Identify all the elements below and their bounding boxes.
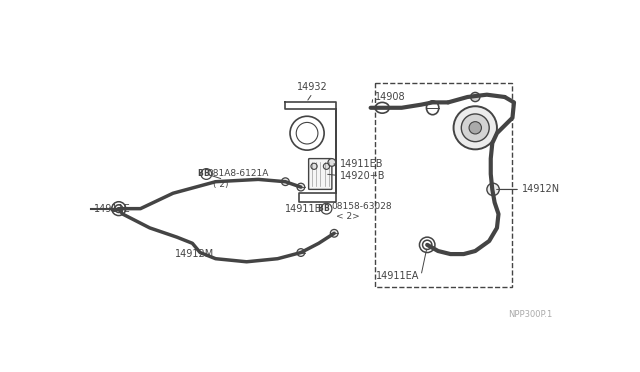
- Text: B: B: [324, 204, 330, 213]
- Circle shape: [470, 92, 480, 102]
- Text: 14911EB: 14911EB: [340, 159, 383, 169]
- Text: 14911EA: 14911EA: [376, 271, 419, 280]
- Text: 081A8-6121A: 081A8-6121A: [208, 170, 269, 179]
- Text: 08158-63028: 08158-63028: [332, 202, 392, 211]
- Text: 14911E: 14911E: [94, 203, 131, 214]
- Text: 14908: 14908: [374, 92, 405, 102]
- Circle shape: [469, 122, 481, 134]
- Text: 14920+B: 14920+B: [340, 170, 385, 180]
- Circle shape: [311, 163, 317, 169]
- Text: NPP300P.1: NPP300P.1: [509, 310, 553, 319]
- Circle shape: [461, 114, 489, 142]
- Text: 14912M: 14912M: [175, 249, 214, 259]
- Circle shape: [321, 203, 332, 214]
- Circle shape: [297, 249, 305, 256]
- Circle shape: [323, 163, 330, 169]
- Circle shape: [487, 183, 499, 196]
- Text: B: B: [204, 170, 209, 179]
- Circle shape: [201, 169, 212, 179]
- Circle shape: [330, 230, 338, 237]
- Text: 14932: 14932: [297, 82, 328, 92]
- Text: B: B: [317, 204, 323, 213]
- Circle shape: [297, 183, 305, 191]
- Bar: [374, 83, 513, 287]
- Circle shape: [454, 106, 497, 150]
- Text: ( 2): ( 2): [213, 180, 229, 189]
- Text: 14911E: 14911E: [285, 203, 322, 214]
- Text: < 2>: < 2>: [336, 212, 360, 221]
- FancyBboxPatch shape: [308, 158, 332, 189]
- Circle shape: [282, 178, 289, 186]
- Circle shape: [328, 158, 336, 166]
- Text: B: B: [197, 170, 203, 179]
- Text: 14912N: 14912N: [522, 185, 560, 195]
